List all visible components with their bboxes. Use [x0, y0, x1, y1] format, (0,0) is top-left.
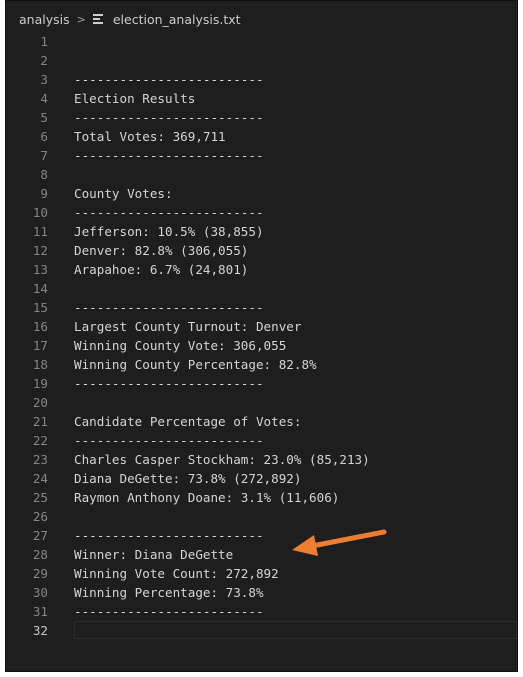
- code-line[interactable]: 14: [6, 279, 517, 298]
- code-line[interactable]: 16 Largest County Turnout: Denver: [6, 317, 517, 336]
- line-text: Arapahoe: 6.7% (24,801): [74, 262, 249, 277]
- line-number: 31: [32, 604, 48, 619]
- line-number: 11: [32, 224, 48, 239]
- line-text: Denver: 82.8% (306,055): [74, 243, 249, 258]
- code-line[interactable]: 11 Jefferson: 10.5% (38,855): [6, 222, 517, 241]
- line-number: 3: [40, 72, 48, 87]
- line-number: 15: [32, 300, 48, 315]
- line-number: 12: [32, 243, 48, 258]
- code-line[interactable]: 31 -------------------------: [6, 602, 517, 621]
- code-line[interactable]: 17 Winning County Vote: 306,055: [6, 336, 517, 355]
- breadcrumb-folder[interactable]: analysis: [19, 11, 70, 27]
- line-number: 24: [32, 471, 48, 486]
- line-number: 22: [32, 433, 48, 448]
- line-number: 26: [32, 509, 48, 524]
- code-line[interactable]: 30 Winning Percentage: 73.8%: [6, 583, 517, 602]
- line-number: 14: [32, 281, 48, 296]
- code-line[interactable]: 25 Raymon Anthony Doane: 3.1% (11,606): [6, 488, 517, 507]
- line-number: 23: [32, 452, 48, 467]
- line-number: 6: [40, 129, 48, 144]
- code-line[interactable]: 13 Arapahoe: 6.7% (24,801): [6, 260, 517, 279]
- line-number: 13: [32, 262, 48, 277]
- code-line[interactable]: 3 -------------------------: [6, 70, 517, 89]
- line-text: Diana DeGette: 73.8% (272,892): [74, 471, 302, 486]
- code-line[interactable]: 12 Denver: 82.8% (306,055): [6, 241, 517, 260]
- line-number: 30: [32, 585, 48, 600]
- line-number: 25: [32, 490, 48, 505]
- code-line[interactable]: 6 Total Votes: 369,711: [6, 127, 517, 146]
- code-line[interactable]: 27 -------------------------: [6, 526, 517, 545]
- code-line[interactable]: 10 -------------------------: [6, 203, 517, 222]
- code-line[interactable]: 19 -------------------------: [6, 374, 517, 393]
- line-text: Winning County Percentage: 82.8%: [74, 357, 317, 372]
- breadcrumb: analysis > election_analysis.txt: [19, 9, 241, 29]
- line-text: Largest County Turnout: Denver: [74, 319, 302, 334]
- line-number: 16: [32, 319, 48, 334]
- line-text: Election Results: [74, 91, 196, 106]
- line-number: 21: [32, 414, 48, 429]
- current-line-highlight: [74, 621, 517, 639]
- code-line[interactable]: 20: [6, 393, 517, 412]
- line-number: 10: [32, 205, 48, 220]
- line-text: Winning Percentage: 73.8%: [74, 585, 264, 600]
- line-text: Raymon Anthony Doane: 3.1% (11,606): [74, 490, 340, 505]
- line-number: 7: [40, 148, 48, 163]
- line-text: -------------------------: [74, 528, 264, 543]
- line-number: 32: [32, 623, 48, 638]
- line-text: Winning Vote Count: 272,892: [74, 566, 279, 581]
- line-number: 9: [40, 186, 48, 201]
- line-number: 1: [40, 34, 48, 49]
- code-line[interactable]: 8: [6, 165, 517, 184]
- line-text: -------------------------: [74, 376, 264, 391]
- code-line[interactable]: 4 Election Results: [6, 89, 517, 108]
- line-number: 17: [32, 338, 48, 353]
- line-number: 29: [32, 566, 48, 581]
- line-text: -------------------------: [74, 300, 264, 315]
- line-text: Charles Casper Stockham: 23.0% (85,213): [74, 452, 370, 467]
- breadcrumb-file[interactable]: election_analysis.txt: [112, 11, 241, 27]
- line-text: -------------------------: [74, 205, 264, 220]
- code-editor[interactable]: analysis > election_analysis.txt 1 2 3 ----…: [5, 0, 518, 672]
- code-line[interactable]: 23 Charles Casper Stockham: 23.0% (85,213…: [6, 450, 517, 469]
- code-line[interactable]: 22 -------------------------: [6, 431, 517, 450]
- line-text: -------------------------: [74, 604, 264, 619]
- code-line[interactable]: 9 County Votes:: [6, 184, 517, 203]
- line-text: Candidate Percentage of Votes:: [74, 414, 302, 429]
- line-number: 18: [32, 357, 48, 372]
- line-number: 27: [32, 528, 48, 543]
- code-line[interactable]: 32: [6, 621, 517, 640]
- code-line[interactable]: 15 -------------------------: [6, 298, 517, 317]
- code-line[interactable]: 1: [6, 32, 517, 51]
- code-line[interactable]: 26: [6, 507, 517, 526]
- line-text: Winner: Diana DeGette: [74, 547, 234, 562]
- code-line[interactable]: 18 Winning County Percentage: 82.8%: [6, 355, 517, 374]
- code-line[interactable]: 24 Diana DeGette: 73.8% (272,892): [6, 469, 517, 488]
- code-line[interactable]: 21 Candidate Percentage of Votes:: [6, 412, 517, 431]
- line-text: -------------------------: [74, 148, 264, 163]
- line-text: County Votes:: [74, 186, 173, 201]
- line-number: 2: [40, 53, 48, 68]
- line-text: Jefferson: 10.5% (38,855): [74, 224, 264, 239]
- arrow-left-icon: [292, 529, 387, 556]
- breadcrumb-separator: >: [76, 12, 86, 26]
- line-text: Total Votes: 369,711: [74, 129, 226, 144]
- line-text: Winning County Vote: 306,055: [74, 338, 287, 353]
- line-number: 20: [32, 395, 48, 410]
- code-line[interactable]: 7 -------------------------: [6, 146, 517, 165]
- code-lines[interactable]: 1 2 3 ------------------------- 4 Election Re…: [6, 32, 517, 640]
- line-number: 8: [40, 167, 48, 182]
- code-line[interactable]: 28 Winner: Diana DeGette: [6, 545, 517, 564]
- code-line[interactable]: 5 -------------------------: [6, 108, 517, 127]
- line-number: 5: [40, 110, 48, 125]
- line-text: -------------------------: [74, 433, 264, 448]
- line-number: 28: [32, 547, 48, 562]
- code-line[interactable]: 2: [6, 51, 517, 70]
- code-line[interactable]: 29 Winning Vote Count: 272,892: [6, 564, 517, 583]
- line-text: -------------------------: [74, 110, 264, 125]
- line-number: 19: [32, 376, 48, 391]
- text-file-icon: [92, 14, 104, 24]
- line-number: 4: [40, 91, 48, 106]
- line-text: -------------------------: [74, 72, 264, 87]
